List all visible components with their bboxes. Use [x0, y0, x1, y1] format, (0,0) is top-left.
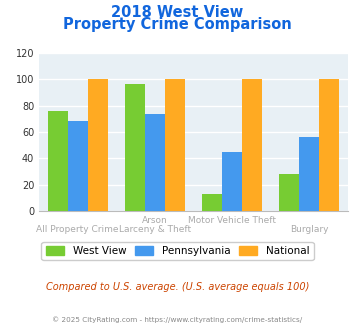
Bar	[320, 79, 339, 211]
Bar	[125, 84, 145, 211]
Bar	[165, 79, 185, 211]
Text: Arson: Arson	[142, 216, 168, 225]
Text: 2018 West View: 2018 West View	[111, 5, 244, 20]
Text: Motor Vehicle Theft: Motor Vehicle Theft	[188, 216, 276, 225]
Bar	[242, 79, 262, 211]
Bar	[145, 114, 165, 211]
Text: Burglary: Burglary	[290, 225, 328, 234]
Bar	[67, 121, 88, 211]
Text: © 2025 CityRating.com - https://www.cityrating.com/crime-statistics/: © 2025 CityRating.com - https://www.city…	[53, 316, 302, 323]
Legend: West View, Pennsylvania, National: West View, Pennsylvania, National	[42, 242, 313, 260]
Text: All Property Crime: All Property Crime	[37, 225, 119, 234]
Bar	[279, 174, 299, 211]
Text: Compared to U.S. average. (U.S. average equals 100): Compared to U.S. average. (U.S. average …	[46, 282, 309, 292]
Bar	[48, 111, 67, 211]
Text: Property Crime Comparison: Property Crime Comparison	[63, 16, 292, 31]
Bar	[88, 79, 108, 211]
Bar	[202, 194, 222, 211]
Text: Larceny & Theft: Larceny & Theft	[119, 225, 191, 234]
Bar	[299, 137, 320, 211]
Bar	[222, 152, 242, 211]
